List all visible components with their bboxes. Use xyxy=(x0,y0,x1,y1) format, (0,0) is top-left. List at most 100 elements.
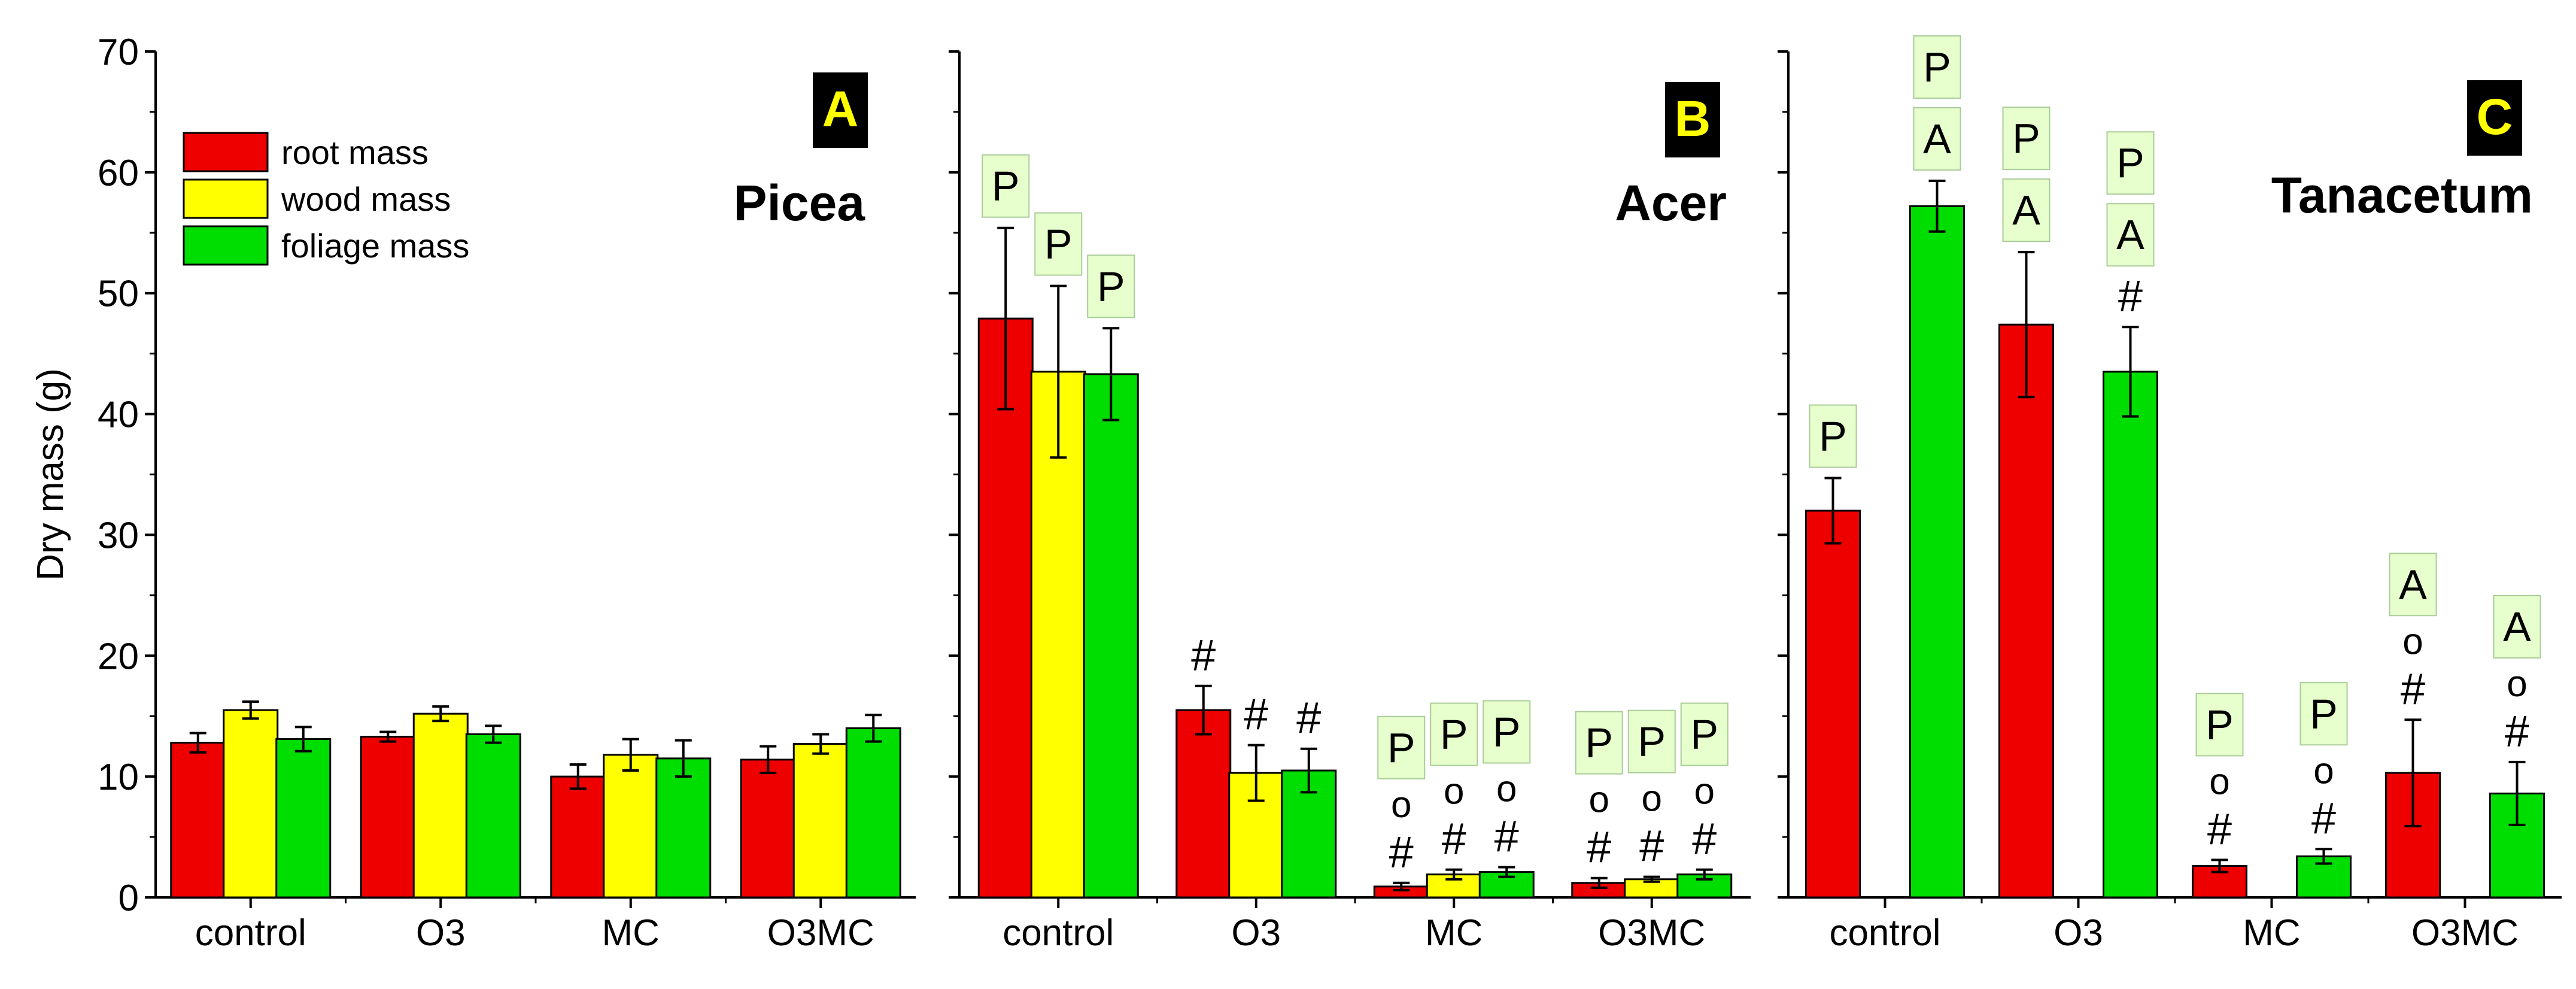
annotation-a: A xyxy=(1923,116,1951,162)
annotation-p: P xyxy=(2116,139,2144,186)
x-tick-label: MC xyxy=(2243,912,2300,954)
annotation-hash: # xyxy=(1389,827,1414,877)
x-tick-label: control xyxy=(1829,912,1940,954)
annotation-hash: # xyxy=(1442,814,1466,864)
bar-root xyxy=(977,317,1034,899)
annotation-hash: # xyxy=(1244,690,1268,739)
annotation-hash: # xyxy=(1191,630,1216,680)
annotation-box xyxy=(2389,553,2437,617)
panel-badge-bg xyxy=(1665,82,1720,157)
bar-root xyxy=(170,742,226,899)
annotation-box xyxy=(1377,715,1426,779)
annotation-circle: o xyxy=(1589,779,1609,821)
annotation-p: P xyxy=(2310,690,2338,737)
bar-root xyxy=(1175,709,1232,899)
x-tick-label: O3 xyxy=(416,912,466,954)
annotation-box xyxy=(982,154,1030,218)
annotation-p: P xyxy=(1044,221,1073,268)
x-tick-label: O3 xyxy=(1231,912,1281,954)
annotation-box xyxy=(1483,700,1531,764)
bar-foliage xyxy=(1083,373,1139,899)
annotation-p: P xyxy=(1493,709,1521,756)
y-axis-title: Dry mass (g) xyxy=(30,368,71,581)
x-tick-label: O3MC xyxy=(2411,912,2519,954)
bar-foliage xyxy=(655,757,712,899)
annotation-hash: # xyxy=(2207,804,2232,854)
bar-wood xyxy=(223,709,279,899)
annotation-a: A xyxy=(2116,211,2144,258)
bar-root xyxy=(740,759,796,899)
annotation-p: P xyxy=(1819,413,1847,460)
annotation-box xyxy=(2106,203,2155,267)
y-tick-label: 10 xyxy=(98,757,139,798)
y-tick-label: 60 xyxy=(98,153,139,194)
x-tick-label: control xyxy=(1003,912,1114,954)
y-tick-label: 20 xyxy=(98,636,139,677)
bar-wood xyxy=(792,743,849,899)
bar-foliage xyxy=(465,733,521,899)
annotation-p: P xyxy=(1585,720,1613,766)
annotation-circle: o xyxy=(2507,663,2527,705)
legend-swatch-root xyxy=(183,132,269,172)
bar-root xyxy=(1805,509,1861,899)
annotation-box xyxy=(1034,212,1083,276)
x-tick-label: O3MC xyxy=(767,912,874,954)
annotation-p: P xyxy=(1387,724,1415,771)
annotation-p: P xyxy=(1690,711,1718,758)
panel-badge-bg xyxy=(2467,80,2522,156)
annotation-box xyxy=(2002,178,2051,242)
panel-title: Tanacetum xyxy=(2271,167,2533,223)
bar-root xyxy=(360,736,416,899)
bar-foliage xyxy=(275,738,332,899)
y-tick-label: 70 xyxy=(98,32,139,73)
annotation-box xyxy=(1627,709,1676,773)
legend-swatch-wood xyxy=(183,178,269,219)
annotation-circle: o xyxy=(2313,750,2334,791)
annotation-box xyxy=(1913,35,1961,99)
bar-wood xyxy=(412,712,469,899)
annotation-circle: o xyxy=(1496,769,1517,810)
annotation-hash: # xyxy=(1296,693,1321,743)
annotation-p: P xyxy=(2206,701,2234,748)
legend-label-root: root mass xyxy=(281,134,429,171)
annotation-hash: # xyxy=(1692,814,1717,864)
x-tick-label: O3 xyxy=(2053,912,2103,954)
annotation-hash: # xyxy=(2505,706,2529,756)
annotation-box xyxy=(2002,107,2051,171)
annotation-a: A xyxy=(2503,603,2531,650)
legend-label-wood: wood mass xyxy=(281,180,451,218)
bar-foliage xyxy=(1909,205,1965,899)
x-tick-label: MC xyxy=(602,912,660,954)
annotation-hash: # xyxy=(2311,793,2336,843)
annotation-box xyxy=(2195,693,2244,757)
annotation-box xyxy=(2106,131,2155,195)
bar-wood xyxy=(603,754,659,899)
annotation-box xyxy=(2299,682,2348,746)
annotation-box xyxy=(1680,702,1729,766)
annotation-hash: # xyxy=(2118,271,2143,321)
x-tick-label: MC xyxy=(1425,912,1483,954)
legend-label-foliage: foliage mass xyxy=(281,227,469,265)
y-tick-label: 30 xyxy=(98,515,139,556)
annotation-p: P xyxy=(1638,718,1666,765)
annotation-hash: # xyxy=(1587,823,1611,872)
panel-title: Picea xyxy=(733,175,865,231)
panel-badge-bg xyxy=(813,72,868,148)
annotation-circle: o xyxy=(1444,771,1464,812)
y-tick-label: 0 xyxy=(119,878,139,919)
annotation-circle: o xyxy=(1694,771,1715,812)
legend-swatch-foliage xyxy=(183,225,269,266)
bar-foliage xyxy=(2103,371,2158,899)
annotation-a: A xyxy=(2399,561,2427,608)
annotation-hash: # xyxy=(1639,821,1664,871)
bar-root xyxy=(1998,323,2054,899)
annotation-box xyxy=(1809,404,1857,468)
annotation-p: P xyxy=(1440,711,1468,758)
annotation-hash: # xyxy=(2401,664,2425,714)
annotation-box xyxy=(2493,594,2541,659)
annotation-box xyxy=(1913,107,1961,171)
bar-root xyxy=(550,775,606,899)
